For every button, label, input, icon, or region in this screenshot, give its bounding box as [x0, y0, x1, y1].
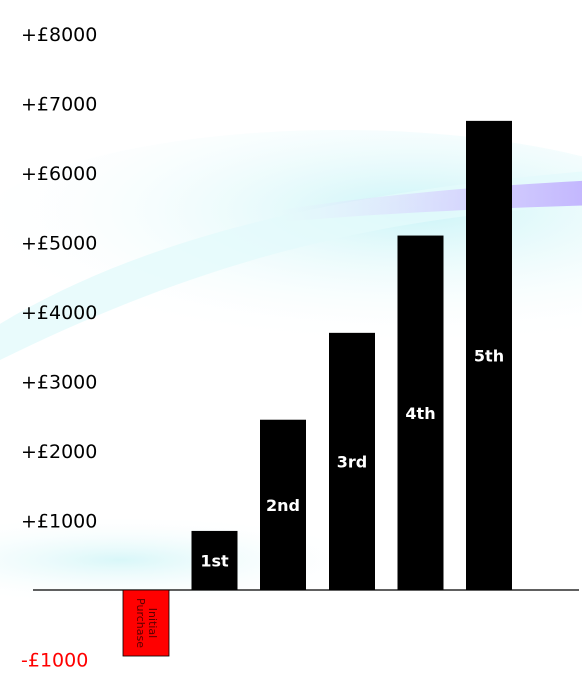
bar-label: 4th	[405, 404, 435, 423]
bar-label: 5th	[474, 346, 504, 365]
y-tick-label: +£8000	[21, 24, 97, 46]
y-tick-label: +£6000	[21, 163, 97, 185]
bar-label: 1st	[200, 551, 229, 570]
y-tick-label: -£1000	[21, 650, 88, 672]
bar	[466, 120, 512, 590]
y-tick-label: +£1000	[21, 511, 97, 533]
bar-label-text: InitialPurchase	[134, 598, 159, 648]
bar-label: InitialPurchase	[134, 598, 159, 648]
bars: InitialPurchase 1st 2nd 3rd 4th 5th	[122, 120, 512, 657]
y-tick-label: +£3000	[21, 372, 97, 394]
bar	[122, 589, 170, 657]
bar	[260, 419, 306, 590]
y-tick-label: +£5000	[21, 233, 97, 255]
bar	[191, 530, 238, 590]
y-tick-label: +£7000	[21, 94, 97, 116]
bar	[397, 235, 444, 591]
bar-label: 2nd	[266, 496, 300, 515]
y-tick-label: +£4000	[21, 302, 97, 324]
bar-label: 3rd	[337, 452, 367, 471]
bar	[329, 332, 375, 590]
y-tick-label: +£2000	[21, 441, 97, 463]
y-axis-ticks: +£8000 +£7000 +£6000 +£5000 +£4000 +£3000 +£20…	[21, 24, 97, 672]
